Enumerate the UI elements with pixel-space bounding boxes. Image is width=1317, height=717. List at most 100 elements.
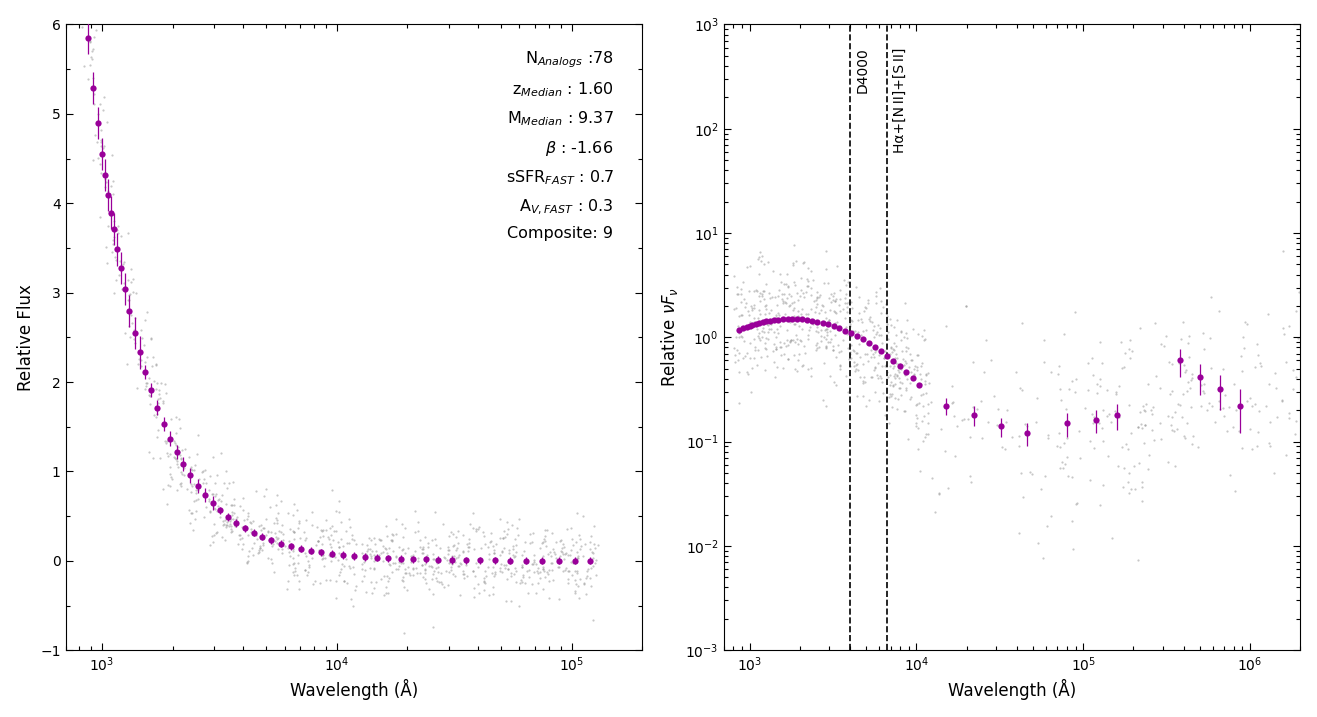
Point: [918, 417, 939, 429]
Point: [457, 538, 478, 550]
Point: [514, 545, 535, 556]
Point: [154, 435, 175, 447]
Point: [1093, 435, 1114, 447]
Point: [282, 509, 303, 521]
Point: [860, 351, 881, 362]
Point: [788, 338, 809, 350]
Point: [78, 34, 99, 45]
Point: [283, 526, 304, 537]
Point: [240, 523, 261, 535]
Point: [544, 546, 565, 558]
Point: [1210, 403, 1231, 414]
Point: [543, 574, 564, 586]
Point: [1052, 457, 1073, 468]
Point: [207, 500, 228, 511]
Point: [724, 356, 745, 368]
Point: [271, 547, 292, 559]
Point: [557, 523, 578, 534]
Point: [1125, 483, 1146, 495]
Point: [797, 280, 818, 291]
Point: [807, 321, 828, 333]
Point: [871, 372, 892, 384]
Point: [1288, 332, 1309, 343]
Point: [320, 522, 341, 533]
Point: [319, 550, 340, 561]
Point: [1087, 388, 1108, 399]
Point: [408, 555, 429, 566]
Point: [1285, 371, 1306, 383]
Point: [835, 312, 856, 323]
Point: [527, 567, 548, 579]
Point: [489, 532, 510, 543]
Point: [1283, 384, 1304, 395]
Point: [755, 300, 776, 312]
Point: [996, 416, 1017, 427]
Point: [1181, 372, 1202, 384]
Point: [462, 523, 483, 534]
Point: [449, 589, 470, 600]
Point: [424, 507, 445, 518]
Point: [329, 541, 350, 553]
Point: [896, 333, 917, 344]
Point: [437, 544, 458, 556]
Point: [753, 258, 774, 270]
Point: [186, 505, 207, 516]
Point: [249, 544, 270, 556]
Point: [535, 535, 556, 546]
Point: [1167, 423, 1188, 435]
Point: [1279, 407, 1300, 419]
Point: [391, 518, 412, 530]
Point: [830, 284, 851, 295]
Point: [1173, 315, 1195, 327]
Point: [931, 423, 952, 435]
Point: [565, 536, 586, 548]
Point: [1055, 458, 1076, 470]
Point: [776, 341, 797, 352]
Point: [96, 169, 117, 181]
Point: [411, 547, 432, 559]
Point: [182, 480, 203, 491]
Point: [582, 548, 603, 559]
Point: [228, 538, 249, 550]
Point: [745, 285, 766, 296]
Point: [1274, 328, 1295, 339]
Point: [1058, 470, 1079, 481]
Point: [1213, 410, 1234, 422]
Point: [801, 362, 822, 374]
Point: [448, 549, 469, 561]
Point: [186, 487, 207, 498]
Point: [749, 334, 770, 346]
Point: [802, 274, 823, 285]
Point: [258, 553, 279, 564]
Point: [583, 558, 605, 569]
Point: [179, 504, 200, 516]
Point: [192, 478, 213, 489]
Point: [1019, 466, 1040, 478]
Point: [566, 566, 587, 577]
Point: [328, 555, 349, 566]
Point: [491, 546, 512, 557]
Point: [453, 568, 474, 579]
Point: [457, 571, 478, 582]
Point: [121, 309, 142, 320]
Point: [494, 526, 515, 537]
Point: [1105, 406, 1126, 417]
Point: [288, 543, 309, 554]
Point: [523, 527, 544, 538]
Point: [1135, 398, 1156, 409]
Point: [741, 303, 763, 314]
Point: [848, 326, 869, 337]
Point: [199, 495, 220, 506]
Point: [464, 581, 485, 593]
Point: [576, 573, 597, 584]
Point: [357, 545, 378, 556]
Point: [485, 555, 506, 566]
Point: [852, 390, 873, 402]
Point: [1245, 398, 1266, 409]
Point: [316, 524, 337, 536]
Point: [1180, 374, 1201, 386]
Point: [511, 549, 532, 561]
Point: [169, 414, 190, 425]
Point: [80, 59, 101, 70]
Point: [287, 557, 308, 569]
